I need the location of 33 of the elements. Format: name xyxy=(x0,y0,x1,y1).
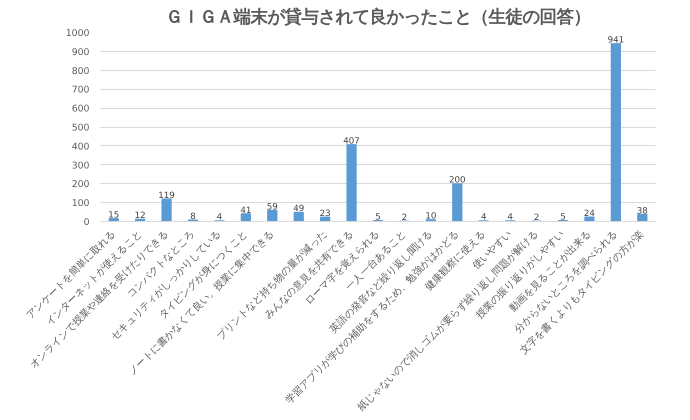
data-label: 12 xyxy=(134,211,146,222)
y-tick-label: 900 xyxy=(72,46,90,58)
data-label: 407 xyxy=(343,136,360,147)
data-label: 4 xyxy=(480,212,487,223)
data-label: 10 xyxy=(425,212,436,222)
y-tick-label: 400 xyxy=(72,141,90,152)
data-label: 41 xyxy=(240,206,252,216)
data-label: 119 xyxy=(158,191,175,202)
data-label: 941 xyxy=(608,36,624,46)
data-label: 4 xyxy=(507,212,514,223)
data-label: 15 xyxy=(108,210,120,221)
data-label: 2 xyxy=(534,213,540,224)
y-tick-label: 100 xyxy=(72,198,90,210)
data-label: 8 xyxy=(190,212,196,222)
data-label: 24 xyxy=(584,208,596,219)
chart-title: ＧＩＧＡ端末が貸与されて良かったこと（生徒の回答） xyxy=(166,8,590,28)
y-tick-label: 200 xyxy=(72,179,90,190)
y-tick-label: 500 xyxy=(72,122,90,134)
y-tick-label: 600 xyxy=(72,104,90,115)
y-tick-label: 0 xyxy=(84,217,90,228)
data-label: 4 xyxy=(216,212,223,223)
data-label: 59 xyxy=(266,202,278,212)
y-tick-label: 1000 xyxy=(66,28,90,39)
data-label: 49 xyxy=(293,204,304,214)
data-label: 23 xyxy=(320,209,331,220)
y-tick-label: 700 xyxy=(72,84,90,96)
data-label: 38 xyxy=(636,206,648,216)
data-label: 200 xyxy=(449,176,466,186)
data-label: 2 xyxy=(402,213,408,224)
y-tick-label: 300 xyxy=(72,160,90,172)
y-tick-label: 800 xyxy=(72,66,90,77)
data-label: 5 xyxy=(375,212,381,223)
data-label: 5 xyxy=(560,212,566,223)
